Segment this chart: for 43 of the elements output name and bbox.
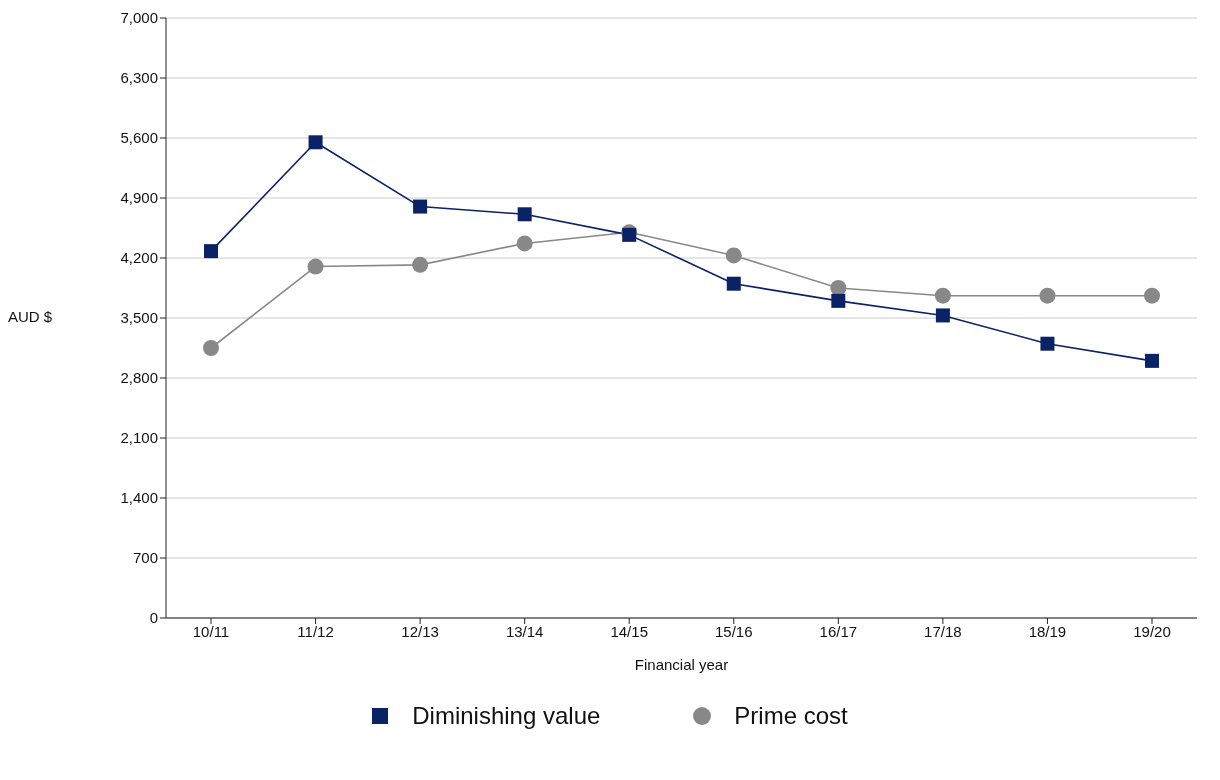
- x-tick-label: 18/19: [1028, 622, 1067, 640]
- y-tick-label: 0: [149, 609, 158, 627]
- point: [935, 308, 950, 323]
- point: [1040, 336, 1055, 351]
- point: [726, 276, 741, 291]
- x-tick-label: 11/12: [297, 622, 334, 640]
- x-tick-label: 14/15: [610, 622, 648, 640]
- y-tick-label: 6,300: [120, 69, 158, 87]
- x-axis-title: Financial year: [634, 656, 729, 673]
- x-tick-label: 12/13: [401, 622, 439, 640]
- y-tick-label: 700: [132, 549, 158, 567]
- x-tick-label: 17/18: [924, 622, 962, 640]
- point: [1145, 353, 1159, 368]
- point: [830, 280, 847, 296]
- y-tick-label: 7,000: [120, 9, 158, 27]
- legend-label: Diminishing value: [412, 702, 601, 730]
- point: [517, 207, 532, 222]
- point: [934, 287, 951, 304]
- point: [831, 293, 846, 308]
- y-tick-label: 2,100: [120, 429, 158, 447]
- point: [1144, 287, 1160, 304]
- point: [1039, 287, 1056, 304]
- x-tick-label: 10/11: [192, 622, 230, 640]
- y-tick-label: 1,400: [120, 489, 158, 507]
- y-tick-label: 4,900: [120, 189, 158, 207]
- y-axis-title: AUD $: [8, 307, 54, 325]
- y-tick-label: 4,200: [120, 249, 158, 267]
- x-tick-label: 19/20: [1133, 622, 1171, 640]
- legend-label: Prime cost: [734, 702, 848, 730]
- point: [203, 340, 219, 356]
- y-tick-label: 2,800: [120, 369, 158, 387]
- point: [308, 135, 323, 150]
- x-tick-label: 13/14: [505, 622, 544, 640]
- point: [413, 199, 428, 214]
- point: [725, 247, 742, 264]
- point: [204, 244, 218, 259]
- x-tick-label: 15/16: [715, 622, 753, 640]
- point: [412, 256, 429, 273]
- y-tick-label: 5,600: [120, 129, 158, 147]
- point: [307, 258, 324, 275]
- y-tick-label: 3,500: [120, 309, 158, 327]
- x-tick-label: 16/17: [819, 622, 858, 640]
- point: [516, 235, 533, 252]
